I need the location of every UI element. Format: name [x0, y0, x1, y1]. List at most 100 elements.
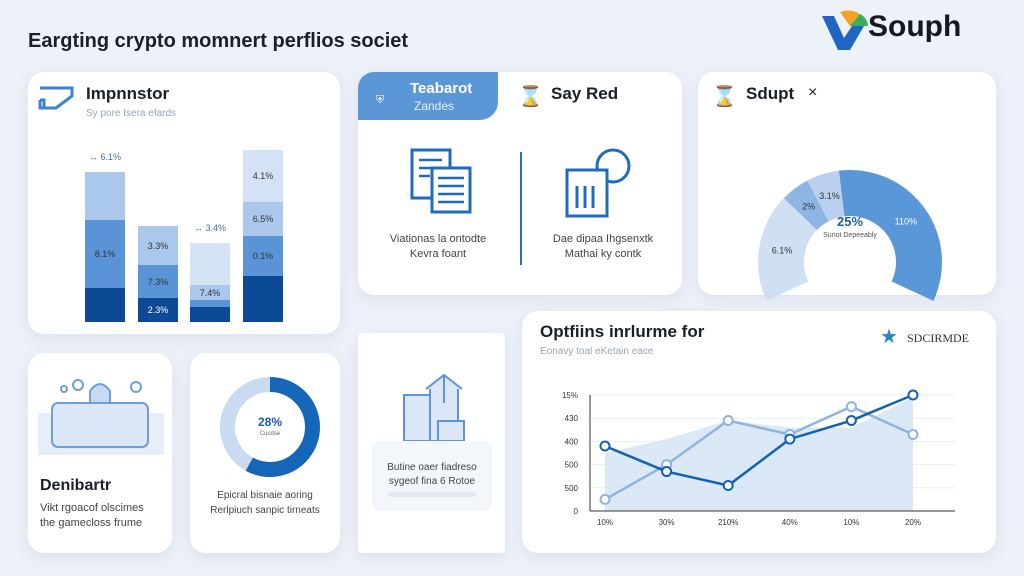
gauge-slice — [807, 170, 845, 222]
device-illustration-icon — [38, 379, 164, 455]
bar-segment — [138, 226, 178, 265]
tabs-card: ⛨ Teabarot Zandes ⌛ Say Red Viationas la… — [358, 72, 682, 295]
tab-say-red[interactable]: ⌛ Say Red — [518, 82, 648, 112]
data-point — [722, 415, 734, 427]
building-card: Butine oaer fiadreso sygeof fina 6 Rotoe — [358, 333, 505, 553]
data-point — [845, 415, 857, 427]
y-tick-label: 400 — [565, 437, 579, 446]
series-line — [604, 393, 914, 487]
x-tick-label: 210% — [718, 518, 738, 527]
person-icon: ⌛ — [518, 86, 543, 108]
text-line: sygeof fina 6 Rotoe — [388, 476, 476, 487]
data-point — [661, 466, 673, 478]
bar-segment — [85, 172, 125, 220]
dev-card: Denibartr Vikt rgoacof olscimes the gamec… — [28, 353, 172, 553]
gauge-slice — [838, 170, 942, 301]
tab-label: Say Red — [551, 84, 619, 103]
slice-label: 110% — [895, 216, 917, 226]
data-point — [599, 440, 611, 452]
bar-top-label: ↔ 6.1% — [88, 152, 121, 162]
bar-label: 3.3% — [147, 240, 169, 251]
bar-label: 8.1% — [94, 249, 116, 259]
card-title: Impnnstor — [86, 84, 170, 103]
stacked-bar-chart: 8.1% ↔ 6.1% 2.3% 7.3% 3.3% 7.4% ↔ 3.4% 0.1% 6.5%… — [28, 72, 340, 334]
y-tick-label: 430 — [565, 414, 579, 423]
data-point — [845, 401, 857, 413]
y-tick-label: 500 — [565, 461, 579, 470]
slice-label: 6.1% — [772, 246, 793, 256]
shield-icon: ⛨ — [376, 94, 385, 106]
gauge-center-label: Sunot Depeeably — [823, 232, 877, 239]
bars-card: Impnnstor Sy pore tsera efards 8.1% ↔ 6.1… — [28, 72, 340, 334]
text-line: Kevra foant — [409, 248, 467, 260]
bar-label: 6.5% — [252, 214, 274, 224]
close-icon[interactable]: × — [808, 84, 818, 101]
chart-title: Optfiins inrlurme for — [540, 322, 705, 341]
y-tick-label: 500 — [565, 484, 579, 493]
placeholder-bar — [388, 492, 476, 497]
data-point — [722, 479, 734, 491]
line-chart: 0 500 500 400 430 15% 10% 30% 210% 40% 10% 20% — [562, 389, 955, 527]
tab-sublabel: Zandes — [414, 99, 455, 113]
bar-segment — [243, 276, 283, 322]
ring-chart — [220, 377, 320, 477]
text-line: Mathai ky contk — [564, 248, 642, 260]
ring-value: 28% — [257, 415, 283, 429]
card-subtitle: Sy pore tsera efards — [86, 108, 177, 119]
page-title: Eargting crypto momnert perflios societ — [28, 30, 409, 52]
building-icon — [403, 373, 465, 442]
x-tick-label: 30% — [659, 518, 675, 527]
text-line: Rerlpiuch sanpic tirneats — [210, 505, 320, 516]
data-point — [907, 428, 919, 440]
bar-label: 7.4% — [199, 287, 221, 298]
data-point — [784, 433, 796, 445]
bar-segment — [138, 265, 178, 298]
gauge-slice — [758, 198, 817, 301]
bar-top-label: ↔ 3.4% — [193, 223, 226, 233]
gauge-slice — [783, 180, 829, 231]
bar-segment — [243, 202, 283, 236]
bar-label: 2.3% — [147, 305, 169, 315]
divider — [520, 152, 522, 265]
line-chart-card: Optfiins inrlurme for Eonavy toal eKetai… — [522, 311, 996, 553]
tag-icon — [38, 86, 74, 110]
x-tick-label: 40% — [782, 518, 798, 527]
bar-segment — [190, 300, 230, 307]
bar-segment — [190, 285, 230, 300]
area-fill — [605, 397, 913, 511]
gauge-chart: 6.1% 2% 3.1% 110% — [758, 170, 942, 301]
tab-teabarot[interactable]: ⛨ Teabarot Zandes — [358, 72, 498, 120]
logo-mark-icon — [822, 10, 868, 50]
bar-segment — [138, 298, 178, 322]
bar-segment — [190, 307, 230, 322]
text-line: Epicral bisnaie aoring — [217, 490, 313, 501]
scale-icon: ⌛ — [712, 86, 737, 108]
y-tick-label: 15% — [562, 391, 578, 400]
x-tick-label: 20% — [905, 518, 921, 527]
data-point — [907, 389, 919, 401]
logo: Souph — [820, 4, 1000, 50]
slice-label: 3.1% — [819, 191, 840, 201]
y-tick-label: 0 — [574, 507, 579, 516]
item-text-2: Dae dipaa Ihgsenxtk Mathai ky contk — [538, 232, 668, 262]
documents-icon — [410, 148, 472, 214]
text-panel — [372, 441, 492, 511]
bar-label: 7.3% — [147, 276, 169, 287]
bar-segment — [243, 236, 283, 276]
bar-segment — [243, 150, 283, 202]
ring-fill — [220, 377, 320, 477]
bin-chart-icon — [565, 148, 631, 218]
text-line: Butine oaer fiadreso — [387, 462, 477, 473]
bar-segment — [85, 288, 125, 322]
text-line: Dae dipaa Ihgsenxtk — [552, 233, 654, 245]
card-title: Denibartr — [40, 477, 112, 494]
tab-label: Teabarot — [410, 80, 473, 97]
x-tick-label: 10% — [597, 518, 613, 527]
x-tick-label: 10% — [843, 518, 859, 527]
logo-text: Souph — [868, 10, 962, 43]
card-title: Sdupt — [746, 84, 795, 103]
bar-label: 4.1% — [252, 171, 274, 181]
data-point — [599, 493, 611, 505]
gauge-center-value: 25% — [836, 214, 864, 229]
text-line: Vikt rgoacof olscimes — [40, 502, 144, 514]
